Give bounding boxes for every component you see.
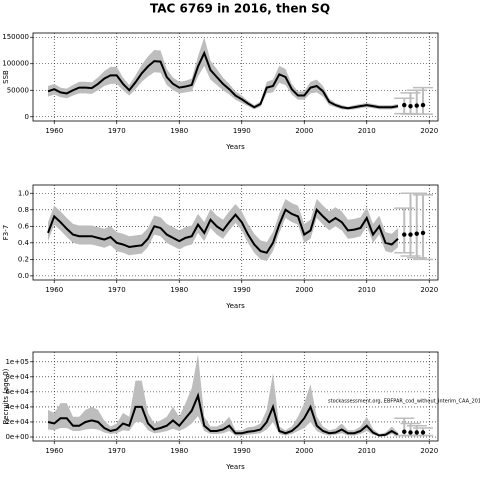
- confidence-band: [48, 37, 398, 110]
- y-tick-label: 50000: [7, 86, 29, 94]
- x-axis-label: Years: [225, 463, 245, 471]
- y-tick-label: 0: [25, 113, 29, 121]
- y-tick-label: 0.6: [18, 222, 30, 230]
- confidence-band: [48, 354, 398, 437]
- x-tick-label: 1980: [170, 127, 188, 135]
- x-tick-label: 1970: [108, 286, 126, 294]
- y-tick-label: 2e+04: [5, 418, 29, 426]
- figure-title: TAC 6769 in 2016, then SQ: [150, 2, 330, 16]
- x-tick-label: 2000: [295, 447, 313, 455]
- y-tick-label: 0.0: [18, 272, 29, 280]
- forecast-point: [402, 102, 407, 108]
- forecast-point: [420, 230, 426, 236]
- y-tick-label: 4e+04: [5, 403, 29, 411]
- x-tick-label: 2000: [295, 286, 313, 294]
- y-tick-label: 0.4: [18, 239, 30, 247]
- x-axis-label: Years: [225, 143, 245, 151]
- plot-frame: [32, 351, 439, 442]
- plot-frame: [32, 32, 439, 122]
- x-tick-label: 1980: [170, 286, 188, 294]
- y-tick-label: 1.0: [18, 189, 29, 197]
- y-tick-label: 8e+04: [5, 373, 29, 381]
- x-axis-label: Years: [225, 302, 245, 310]
- forecast-point: [414, 103, 419, 108]
- y-tick-label: 0.2: [18, 255, 29, 263]
- forecast-point: [402, 232, 407, 237]
- x-tick-label: 1960: [45, 447, 63, 455]
- forecast-point: [420, 102, 426, 108]
- y-tick-label: 0.8: [18, 206, 29, 214]
- x-tick-label: 1990: [233, 286, 251, 294]
- x-tick-label: 1980: [170, 447, 188, 455]
- estimate-line: [47, 207, 399, 254]
- x-tick-label: 2000: [295, 127, 313, 135]
- x-tick-label: 1970: [108, 127, 126, 135]
- y-axis-label: Recruits (age 0): [2, 368, 10, 424]
- y-tick-label: 100000: [2, 60, 29, 68]
- x-tick-label: 2020: [420, 447, 438, 455]
- estimate-line: [47, 50, 399, 110]
- y-axis-label: F3-7: [2, 225, 10, 240]
- forecast-point: [408, 232, 413, 237]
- forecast-point: [414, 231, 419, 236]
- x-tick-label: 1990: [233, 447, 251, 455]
- y-tick-label: 150000: [2, 33, 29, 41]
- x-tick-label: 2020: [420, 286, 438, 294]
- forecast-point: [408, 430, 413, 435]
- forecast-point: [402, 429, 407, 434]
- estimate-line: [47, 392, 399, 437]
- plot-frame: [32, 184, 439, 281]
- x-tick-label: 2010: [358, 447, 376, 455]
- y-tick-label: 6e+04: [5, 388, 29, 396]
- x-tick-label: 2010: [358, 286, 376, 294]
- x-tick-label: 1970: [108, 447, 126, 455]
- x-tick-label: 1960: [45, 286, 63, 294]
- annotation: stockassessment.org, EBFPAR_cod_without_…: [328, 398, 480, 404]
- x-tick-label: 1990: [233, 127, 251, 135]
- x-tick-label: 2020: [420, 127, 438, 135]
- y-axis-label: SSB: [2, 70, 10, 84]
- forecast-point: [414, 430, 419, 435]
- y-tick-label: 1e+05: [5, 358, 29, 366]
- y-tick-label: 0e+00: [5, 433, 29, 441]
- forecast-point: [420, 430, 426, 435]
- forecast-point: [408, 103, 413, 109]
- x-tick-label: 1960: [45, 127, 63, 135]
- x-tick-label: 2010: [358, 127, 376, 135]
